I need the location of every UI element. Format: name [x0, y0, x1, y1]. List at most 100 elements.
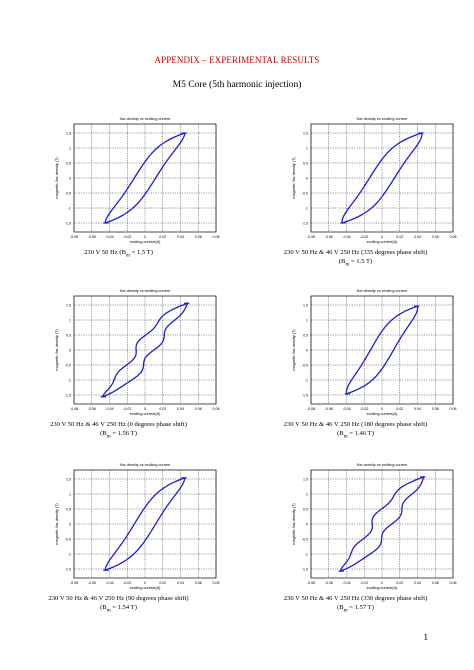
figure-caption: 230 V 50 Hz & 46 V 250 Hz (90 degrees ph… — [0, 594, 237, 615]
x-tick-label: -0.06 — [325, 235, 333, 239]
y-tick-label: 1 — [69, 318, 71, 322]
caption-subscript: m — [345, 262, 350, 268]
x-tick-label: 0.08 — [450, 581, 457, 585]
x-tick-label: -0.04 — [105, 407, 113, 411]
x-tick-label: -0.02 — [123, 235, 131, 239]
x-tick-label: -0.02 — [360, 407, 368, 411]
x-axis-label: exciting current(A) — [367, 412, 399, 416]
figure-caption: 230 V 50 Hz & 46 V 250 Hz (335 degrees p… — [237, 248, 474, 269]
y-tick-label: 0 — [69, 522, 71, 526]
y-tick-label: 0.5 — [66, 507, 71, 511]
x-tick-label: 0.06 — [195, 235, 202, 239]
caption-line-2: (Bm = 1.54 T) — [0, 603, 237, 615]
caption-text-end: = 1.5 T) — [129, 249, 153, 256]
plot-2: flux density vs exciting current -0.08 -0.… — [237, 100, 474, 288]
y-tick-label: -0.5 — [302, 191, 308, 195]
x-tick-label: -0.02 — [360, 581, 368, 585]
y-tick-label: 1 — [306, 146, 308, 150]
x-tick-label: -0.06 — [88, 407, 96, 411]
x-axis-label: exciting current(A) — [367, 240, 399, 244]
x-tick-label: 0.02 — [396, 235, 403, 239]
x-tick-label: -0.08 — [70, 235, 78, 239]
plot-frame — [310, 123, 454, 233]
y-tick-label: 0 — [306, 176, 308, 180]
chart-svg: flux density vs exciting current -0.08 -0.… — [292, 463, 457, 590]
appendix-title: APPENDIX – EXPERIMENTAL RESULTS — [154, 55, 320, 65]
y-tick-label: 1 — [306, 492, 308, 496]
y-tick-label: -1.5 — [302, 221, 308, 225]
y-tick-label: -1 — [305, 552, 308, 556]
caption-subscript: m — [343, 434, 348, 440]
y-tick-label: 1.5 — [303, 477, 308, 481]
x-tick-label: -0.02 — [123, 407, 131, 411]
y-tick-label: 0.5 — [303, 333, 308, 337]
x-tick-label: 0.06 — [195, 407, 202, 411]
x-tick-label: -0.06 — [325, 581, 333, 585]
x-tick-label: 0.08 — [450, 235, 457, 239]
caption-subscript: m — [106, 434, 111, 440]
y-axis-label: magnetic flux density (T) — [55, 503, 59, 545]
chart-svg: flux density vs exciting current -0.08 -0.… — [55, 117, 220, 244]
x-tick-label: -0.02 — [123, 581, 131, 585]
y-tick-label: -1 — [305, 206, 308, 210]
y-tick-label: 0 — [306, 522, 308, 526]
figure-caption: 230 V 50 Hz (Bm = 1.5 T) — [0, 248, 237, 260]
x-tick-label: 0.02 — [396, 407, 403, 411]
caption-text-end: = 1.56 T) — [110, 430, 137, 437]
figure-caption: 230 V 50 Hz & 46 V 250 Hz (330 degrees p… — [237, 594, 474, 615]
plot-4: flux density vs exciting current -0.08 -0.… — [237, 272, 474, 460]
figure-caption: 230 V 50 Hz & 46 V 250 Hz (0 degrees pha… — [0, 420, 237, 441]
y-tick-label: 1 — [69, 492, 71, 496]
y-tick-label: -1 — [68, 206, 71, 210]
chart-title: flux density vs exciting current — [357, 289, 409, 293]
y-tick-label: 1 — [69, 146, 71, 150]
page-number: 1 — [423, 632, 429, 642]
y-tick-label: 0.5 — [66, 333, 71, 337]
y-tick-label: 1.5 — [66, 131, 71, 135]
x-axis-label: exciting current(A) — [130, 586, 162, 590]
chart-title: flux density vs exciting current — [120, 289, 172, 293]
x-tick-label: 0 — [144, 581, 146, 585]
chart-svg: flux density vs exciting current -0.08 -0.… — [55, 289, 220, 416]
caption-subscript: m — [106, 608, 111, 614]
x-axis-label: exciting current(A) — [130, 412, 162, 416]
x-tick-label: -0.04 — [105, 235, 113, 239]
y-tick-label: -1 — [68, 552, 71, 556]
x-axis-label: exciting current(A) — [130, 240, 162, 244]
caption-text-end: = 1.46 T) — [347, 430, 374, 437]
caption-text: (B — [337, 604, 344, 611]
x-tick-label: 0.06 — [195, 581, 202, 585]
x-tick-label: 0.08 — [213, 407, 220, 411]
x-tick-label: 0.02 — [159, 407, 166, 411]
plot-5: flux density vs exciting current -0.08 -0.… — [0, 446, 237, 634]
chart-title: flux density vs exciting current — [120, 117, 172, 121]
caption-text: (B — [337, 430, 344, 437]
y-axis-label: magnetic flux density (T) — [292, 157, 296, 199]
chart-svg: flux density vs exciting current -0.08 -0.… — [55, 463, 220, 590]
caption-line-2: (Bm = 1.57 T) — [237, 603, 474, 615]
x-tick-label: -0.04 — [342, 407, 350, 411]
plot-6: flux density vs exciting current -0.08 -0.… — [237, 446, 474, 634]
x-tick-label: 0.04 — [414, 581, 421, 585]
x-tick-label: 0.04 — [177, 407, 184, 411]
y-tick-label: 1.5 — [303, 303, 308, 307]
plot-3: flux density vs exciting current -0.08 -0.… — [0, 272, 237, 460]
x-tick-label: -0.02 — [360, 235, 368, 239]
plot-frame — [310, 469, 454, 579]
x-tick-label: 0.08 — [213, 581, 220, 585]
y-tick-label: -1.5 — [65, 567, 71, 571]
caption-subscript: m — [125, 253, 130, 259]
y-tick-label: -1 — [68, 378, 71, 382]
x-tick-label: 0 — [144, 407, 146, 411]
y-tick-label: -1.5 — [302, 393, 308, 397]
plot-frame — [73, 295, 217, 405]
y-tick-label: 0 — [69, 176, 71, 180]
x-tick-label: -0.08 — [70, 581, 78, 585]
x-tick-label: -0.06 — [88, 581, 96, 585]
x-tick-label: 0.04 — [414, 407, 421, 411]
plot-frame — [310, 295, 454, 405]
y-tick-label: 0.5 — [303, 161, 308, 165]
x-tick-label: -0.08 — [307, 407, 315, 411]
y-tick-label: 1.5 — [303, 131, 308, 135]
chart-svg: flux density vs exciting current -0.08 -0.… — [292, 289, 457, 416]
